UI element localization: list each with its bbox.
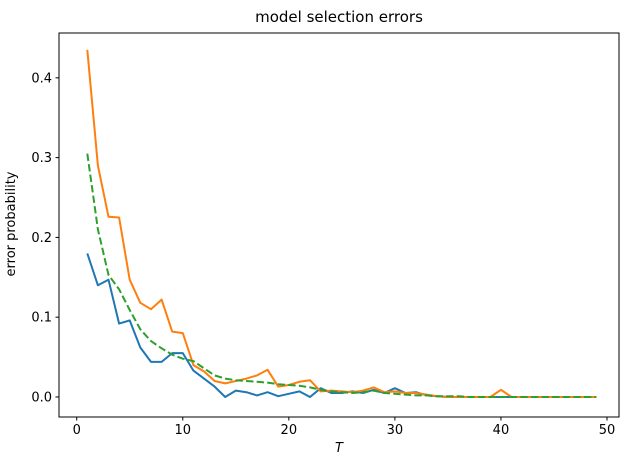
y-axis-label: error probability [4, 171, 19, 276]
plot-area: 0 10 20 30 40 50 0.0 0.1 0.2 0.3 0.4 [31, 32, 620, 438]
x-tick-label: 20 [281, 423, 298, 438]
series-blue-solid-line [86, 253, 597, 398]
axes-spines [58, 32, 620, 418]
x-tick-label: 10 [174, 423, 191, 438]
y-tick-label: 0.2 [31, 231, 52, 246]
x-tick-label: 30 [387, 423, 404, 438]
y-tick-label: 0.1 [31, 311, 52, 326]
x-tick-label: 0 [73, 423, 81, 438]
y-tick-label: 0.0 [31, 390, 52, 405]
x-tick-label: 40 [493, 423, 510, 438]
y-tick-label: 0.4 [31, 71, 52, 86]
x-tick-label: 50 [599, 423, 616, 438]
chart-title: model selection errors [255, 8, 423, 26]
x-axis-label: T [335, 441, 344, 456]
series-orange-solid-line [86, 49, 597, 398]
series-green-dashed-line [86, 153, 597, 398]
y-tick-label: 0.3 [31, 151, 52, 166]
